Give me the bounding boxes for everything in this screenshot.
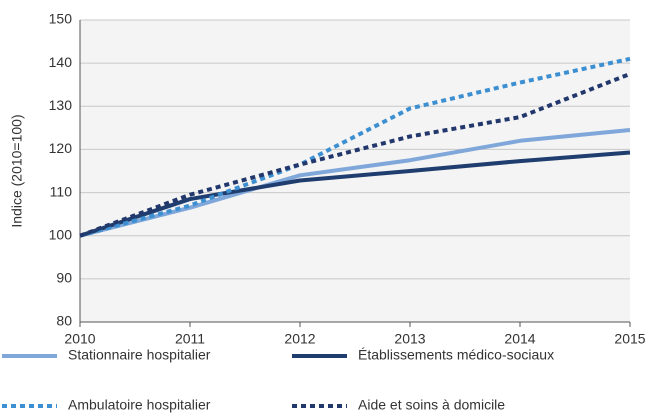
y-tick-label: 150 (49, 11, 73, 27)
legend-label: Aide et soins à domicile (358, 397, 505, 413)
series-line (79, 150, 631, 238)
y-tick-label: 80 (56, 313, 72, 329)
x-tick-label: 2014 (504, 331, 535, 347)
x-tick-label: 2010 (64, 331, 95, 347)
x-tick-label: 2011 (175, 331, 205, 347)
x-tick-label: 2012 (284, 331, 315, 347)
series-line (79, 56, 631, 238)
y-tick-label: 110 (50, 183, 73, 199)
series-line (79, 72, 631, 238)
y-tick-label: 130 (49, 97, 73, 113)
legend-label: Stationnaire hospitalier (68, 347, 211, 363)
y-tick-label: 100 (49, 226, 73, 242)
legend-label: Ambulatoire hospitalier (68, 397, 211, 413)
y-tick-label: 90 (56, 270, 72, 286)
x-tick-label: 2015 (614, 331, 645, 347)
plot-area (80, 20, 630, 322)
y-axis-label: Indice (2010=100) (9, 114, 25, 227)
y-tick-label: 120 (49, 140, 73, 156)
x-tick-label: 2013 (394, 331, 425, 347)
legend-label: Établissements médico-sociaux (358, 347, 554, 363)
y-tick-label: 140 (49, 54, 73, 70)
